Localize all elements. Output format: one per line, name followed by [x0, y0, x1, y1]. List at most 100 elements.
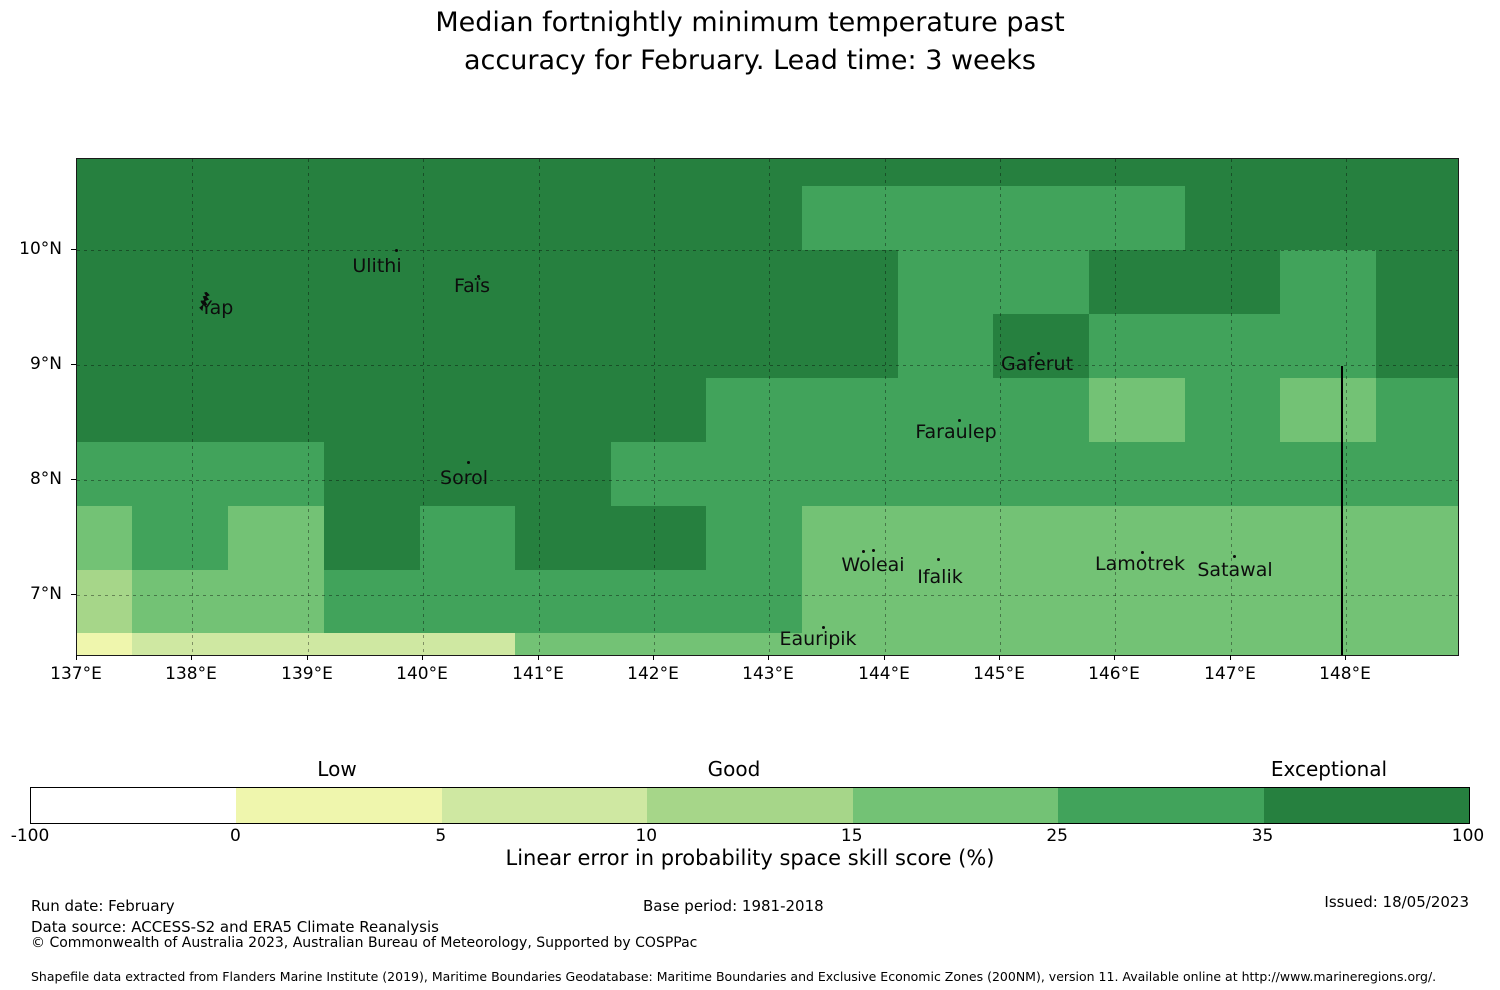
- map-cell: [993, 314, 1089, 378]
- y-tick-label: 10°N: [19, 239, 62, 259]
- map-cell: [611, 250, 706, 314]
- map-cell: [324, 633, 420, 655]
- x-tick-label: 147°E: [1204, 664, 1256, 684]
- x-tick-mark: [76, 655, 77, 660]
- shapefile-attribution-text: Shapefile data extracted from Flanders M…: [31, 969, 1437, 984]
- colorbar-category-label-good: Good: [707, 757, 761, 781]
- map-cell: [1185, 378, 1280, 442]
- maritime-boundary-line: [1341, 366, 1343, 655]
- data-source-text: Data source: ACCESS-S2 and ERA5 Climate …: [31, 918, 439, 936]
- map-cell: [324, 442, 420, 506]
- map-cell: [228, 314, 324, 378]
- map-cell: [420, 570, 515, 633]
- map-cell: [228, 378, 324, 442]
- map-cell: [993, 570, 1089, 633]
- map-cell: [420, 186, 515, 250]
- map-cell: [1185, 159, 1280, 186]
- issued-date-text: Issued: 18/05/2023: [1324, 893, 1469, 911]
- map-cell: [611, 442, 706, 506]
- x-tick-mark: [191, 655, 192, 660]
- x-tick-label: 145°E: [973, 664, 1025, 684]
- map-cell: [420, 378, 515, 442]
- island-dot: [937, 558, 940, 561]
- map-cell: [1376, 378, 1458, 442]
- x-tick-label: 141°E: [512, 664, 564, 684]
- map-cell: [324, 159, 420, 186]
- colorbar-tick-label: 25: [1046, 826, 1068, 846]
- x-tick-mark: [1114, 655, 1115, 660]
- map-cell: [228, 186, 324, 250]
- map-cell: [515, 506, 611, 570]
- island-label-gaferut: Gaferut: [1000, 353, 1074, 375]
- map-cell: [898, 159, 993, 186]
- x-tick-label: 137°E: [50, 664, 102, 684]
- map-cell: [611, 633, 706, 655]
- map-cell: [228, 442, 324, 506]
- map-cell: [1089, 159, 1185, 186]
- map-cell: [1185, 314, 1280, 378]
- map-cell: [993, 506, 1089, 570]
- chart-title-line2: accuracy for February. Lead time: 3 week…: [464, 45, 1036, 76]
- map-cell: [324, 506, 420, 570]
- colorbar-tick-label: 15: [840, 826, 863, 846]
- colorbar-segment: [441, 788, 648, 823]
- x-tick-mark: [1345, 655, 1346, 660]
- map-cell: [1280, 250, 1376, 314]
- map-cell: [993, 633, 1089, 655]
- map-cell: [1376, 633, 1458, 655]
- colorbar-segment: [31, 788, 237, 823]
- map-cell: [420, 250, 515, 314]
- x-tick-mark: [307, 655, 308, 660]
- x-tick-label: 148°E: [1319, 664, 1371, 684]
- colorbar-tick-label: -100: [10, 826, 50, 846]
- map-cell: [132, 186, 228, 250]
- map-cell: [77, 314, 132, 378]
- x-tick-label: 146°E: [1088, 664, 1140, 684]
- map-cell: [1089, 442, 1185, 506]
- island-dot: [822, 626, 825, 629]
- map-cell: [802, 506, 898, 570]
- map-cell: [993, 186, 1089, 250]
- map-cell: [706, 186, 802, 250]
- longitude-gridline: [308, 159, 309, 655]
- map-cell: [132, 314, 228, 378]
- map-cell: [515, 159, 611, 186]
- map-cell: [802, 378, 898, 442]
- x-tick-label: 144°E: [858, 664, 910, 684]
- map-cell: [898, 378, 993, 442]
- map-cell: [1280, 570, 1376, 633]
- map-cell: [132, 159, 228, 186]
- island-dot: [477, 275, 480, 278]
- colorbar-segment: [1058, 788, 1264, 823]
- map-cell: [993, 378, 1089, 442]
- colorbar-category-label-exceptional: Exceptional: [1270, 757, 1388, 781]
- x-tick-label: 140°E: [396, 664, 448, 684]
- map-cell: [77, 250, 132, 314]
- island-dot: [467, 461, 470, 464]
- colorbar-segment: [647, 788, 853, 823]
- map-cell: [515, 442, 611, 506]
- map-cell: [420, 506, 515, 570]
- map-cell: [132, 442, 228, 506]
- map-cell: [898, 314, 993, 378]
- colorbar-segment: [852, 788, 1059, 823]
- map-cell: [324, 378, 420, 442]
- copyright-text: © Commonwealth of Australia 2023, Austra…: [31, 935, 698, 951]
- map-cell: [1376, 159, 1458, 186]
- map-cell: [706, 314, 802, 378]
- map-cell: [77, 378, 132, 442]
- map-cell: [77, 570, 132, 633]
- map-cell: [898, 506, 993, 570]
- x-tick-label: 142°E: [627, 664, 679, 684]
- island-label-lamotrek: Lamotrek: [1095, 553, 1185, 575]
- map-cell: [706, 250, 802, 314]
- island-label-fas: Faïs: [453, 275, 491, 297]
- map-cell: [802, 570, 898, 633]
- latitude-gridline: [77, 480, 1458, 481]
- longitude-gridline: [1231, 159, 1232, 655]
- map-cell: [1376, 442, 1458, 506]
- chart-title-line1: Median fortnightly minimum temperature p…: [435, 7, 1065, 38]
- map-cell: [802, 314, 898, 378]
- map-cell: [1089, 250, 1185, 314]
